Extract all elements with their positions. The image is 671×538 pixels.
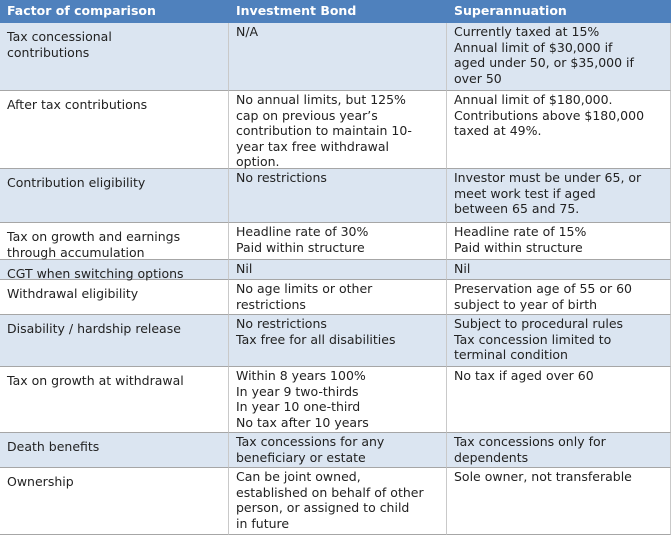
cell-line: Tax concessional (7, 29, 112, 44)
cell-line: Tax concessions only for (454, 434, 606, 449)
table-cell: After tax contributions (0, 91, 229, 169)
cell-line: Currently taxed at 15% (454, 24, 600, 39)
table-cell: No restrictions (229, 169, 447, 223)
table-cell: Headline rate of 15% Paid within structur… (447, 223, 671, 260)
cell-line: No tax if aged over 60 (454, 368, 594, 383)
cell-line: Sole owner, not transferable (454, 469, 632, 484)
cell-line: Headline rate of 30% (236, 224, 369, 239)
cell-line: Death benefits (7, 439, 100, 454)
table-cell: No tax if aged over 60 (447, 367, 671, 433)
table-cell: Tax concessional contributions (0, 23, 229, 91)
cell-line: Disability / hardship release (7, 321, 181, 336)
table-cell: Can be joint owned, established on behalf… (229, 468, 447, 535)
cell-line: N/A (236, 24, 259, 39)
header-cell: Investment Bond (229, 0, 447, 23)
cell-line: Contributions above $180,000 (454, 107, 645, 123)
cell-line: Annual limit of $180,000. (454, 92, 613, 107)
cell-line: through accumulation (7, 244, 145, 260)
header-cell: Factor of comparison (0, 0, 229, 23)
cell-line: terminal condition (454, 347, 568, 362)
table-cell: No annual limits, but 125% cap on previou… (229, 91, 447, 169)
cell-line: Annual limit of $30,000 if (454, 39, 613, 55)
cell-line: Ownership (7, 474, 74, 489)
table-cell: Headline rate of 30% Paid within structur… (229, 223, 447, 260)
table-cell: Preservation age of 55 or 60 subject to y… (447, 280, 671, 315)
cell-line: Tax on growth and earnings (7, 229, 181, 244)
table-cell: Currently taxed at 15% Annual limit of $3… (447, 23, 671, 91)
cell-line: Tax on growth at withdrawal (7, 373, 184, 388)
table-cell: Tax on growth and earnings through accumu… (0, 223, 229, 260)
table-cell: Contribution eligibility (0, 169, 229, 223)
cell-line: No tax after 10 years (236, 414, 369, 430)
cell-line: No annual limits, but 125% (236, 92, 406, 107)
table-cell: Sole owner, not transferable (447, 468, 671, 535)
cell-line: meet work test if aged (454, 185, 596, 201)
cell-line: restrictions (236, 296, 306, 312)
cell-line: between 65 and 75. (454, 201, 580, 216)
cell-line: subject to year of birth (454, 296, 598, 312)
cell-line: No age limits or other (236, 281, 373, 296)
cell-line: Paid within structure (454, 239, 583, 255)
cell-line: Tax free for all disabilities (236, 331, 396, 347)
cell-line: dependents (454, 449, 529, 465)
cell-line: option. (236, 154, 280, 169)
cell-line: year tax free withdrawal (236, 138, 390, 154)
table-cell: Disability / hardship release (0, 315, 229, 367)
cell-line: person, or assigned to child (236, 500, 410, 515)
table-cell: Withdrawal eligibility (0, 280, 229, 315)
cell-line: established on behalf of other (236, 484, 424, 500)
table-cell: Nil (447, 260, 671, 280)
cell-line: Nil (236, 261, 253, 276)
table-cell: Ownership (0, 468, 229, 535)
cell-line: No restrictions (236, 316, 327, 331)
table-cell: Death benefits (0, 433, 229, 468)
cell-line: After tax contributions (7, 97, 148, 112)
table-cell: Within 8 years 100% In year 9 two-thirds I… (229, 367, 447, 433)
table-cell: CGT when switching options (0, 260, 229, 281)
table-cell: Tax on growth at withdrawal (0, 367, 229, 433)
cell-line: beneficiary or estate (236, 449, 366, 465)
cell-line: Tax concession limited to (454, 331, 612, 347)
table-cell: No age limits or other restrictions (229, 280, 447, 315)
cell-line: No restrictions (236, 170, 327, 185)
table-cell: Annual limit of $180,000. Contributions a… (447, 91, 671, 169)
cell-line: In year 10 one-third (236, 399, 361, 414)
table-cell: Nil (229, 260, 447, 280)
cell-line: aged under 50, or $35,000 if (454, 55, 634, 70)
cell-line: contributions (7, 44, 90, 60)
cell-line: taxed at 49%. (454, 123, 542, 138)
cell-line: Investor must be under 65, or (454, 170, 642, 185)
table-cell: Subject to procedural rules Tax concessio… (447, 315, 671, 367)
cell-line: Tax concessions for any (236, 434, 385, 449)
cell-line: Within 8 years 100% (236, 368, 366, 383)
cell-line: Nil (454, 261, 471, 276)
cell-line: over 50 (454, 70, 502, 86)
table-cell: N/A (229, 23, 447, 91)
cell-line: Withdrawal eligibility (7, 286, 139, 301)
table-cell: Tax concessions for any beneficiary or es… (229, 433, 447, 468)
cell-line: cap on previous year’s (236, 107, 378, 123)
header-cell: Superannuation (447, 0, 671, 23)
cell-line: Can be joint owned, (236, 469, 361, 484)
cell-line: Headline rate of 15% (454, 224, 587, 239)
table-cell: Tax concessions only for dependents (447, 433, 671, 468)
table-cell: Investor must be under 65, or meet work t… (447, 169, 671, 223)
cell-line: Subject to procedural rules (454, 316, 624, 331)
cell-line: Paid within structure (236, 239, 365, 255)
cell-line: in future (236, 515, 290, 531)
cell-line: In year 9 two-thirds (236, 383, 359, 399)
cell-line: contribution to maintain 10- (236, 123, 412, 138)
cell-line: CGT when switching options (7, 266, 184, 281)
cell-line: Preservation age of 55 or 60 (454, 281, 633, 296)
table-cell: No restrictions Tax free for all disabili… (229, 315, 447, 367)
cell-line: Contribution eligibility (7, 175, 146, 190)
